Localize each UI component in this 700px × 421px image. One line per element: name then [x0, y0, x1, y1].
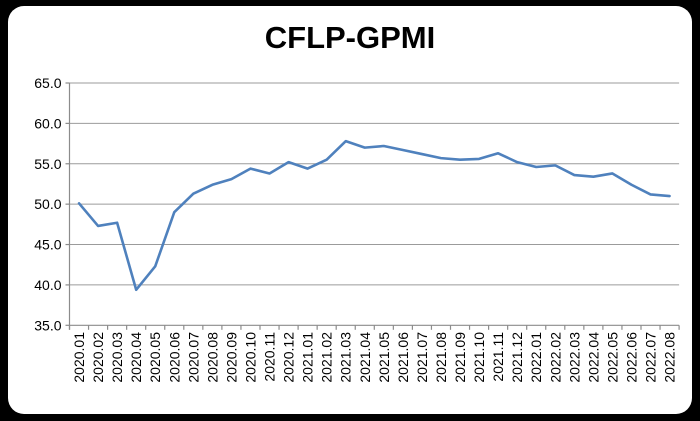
- x-axis-tick-label: 2020.04: [128, 332, 144, 383]
- y-axis-tick-label: 40.0: [34, 277, 61, 293]
- x-axis-tick-label: 2021.02: [319, 332, 335, 383]
- x-axis-tick-label: 2020.02: [90, 332, 106, 383]
- x-axis-tick-label: 2021.03: [338, 332, 354, 383]
- pmi-line-series: [77, 139, 671, 292]
- y-axis-tick-label: 35.0: [34, 317, 61, 333]
- x-axis-tick-label: 2022.03: [566, 332, 582, 383]
- x-axis-tick-label: 2021.07: [414, 332, 430, 383]
- y-axis-tick-label: 55.0: [34, 156, 61, 172]
- x-axis-tick-label: 2020.11: [262, 332, 278, 382]
- x-axis-tick-label: 2021.11: [490, 332, 506, 382]
- x-axis-tick-label: 2020.09: [223, 332, 239, 383]
- x-axis-tick-label: 2020.01: [71, 332, 87, 383]
- x-axis-tick-label: 2020.08: [204, 332, 220, 383]
- x-axis-tick-label: 2022.01: [528, 332, 544, 383]
- y-axis-tick-label: 60.0: [34, 115, 61, 131]
- x-axis-tick-label: 2022.04: [585, 332, 601, 383]
- chart-title: CFLP-GPMI: [264, 20, 436, 55]
- y-axis-tick-label: 50.0: [34, 196, 61, 212]
- x-axis-tick-label: 2022.07: [643, 332, 659, 383]
- x-axis-tick-label: 2021.09: [452, 332, 468, 383]
- x-axis-tick-label: 2020.07: [185, 332, 201, 383]
- x-axis-tick-label: 2022.05: [604, 332, 620, 383]
- x-axis-tick-label: 2020.10: [242, 332, 258, 383]
- x-axis-tick-label: 2020.06: [166, 332, 182, 383]
- x-axis-tick-label: 2021.12: [509, 332, 525, 383]
- x-axis-tick-label: 2021.05: [376, 332, 392, 383]
- x-axis-tick-label: 2020.05: [147, 332, 163, 383]
- x-axis-tick-label: 2020.12: [281, 332, 297, 383]
- x-axis-tick-label: 2021.08: [433, 332, 449, 383]
- x-axis-tick-label: 2022.08: [662, 332, 678, 383]
- x-axis-tick-label: 2021.01: [300, 332, 316, 383]
- chart-card: [8, 6, 692, 414]
- x-axis-tick-label: 2021.10: [471, 332, 487, 383]
- x-axis-tick-label: 2021.06: [395, 332, 411, 383]
- x-axis-tick-label: 2022.06: [623, 332, 639, 383]
- y-axis-tick-label: 65.0: [34, 75, 61, 91]
- x-axis-tick-label: 2021.04: [357, 332, 373, 383]
- x-axis-tick-label: 2022.02: [547, 332, 563, 383]
- x-axis-tick-label: 2020.03: [109, 332, 125, 383]
- y-axis-tick-label: 45.0: [34, 237, 61, 253]
